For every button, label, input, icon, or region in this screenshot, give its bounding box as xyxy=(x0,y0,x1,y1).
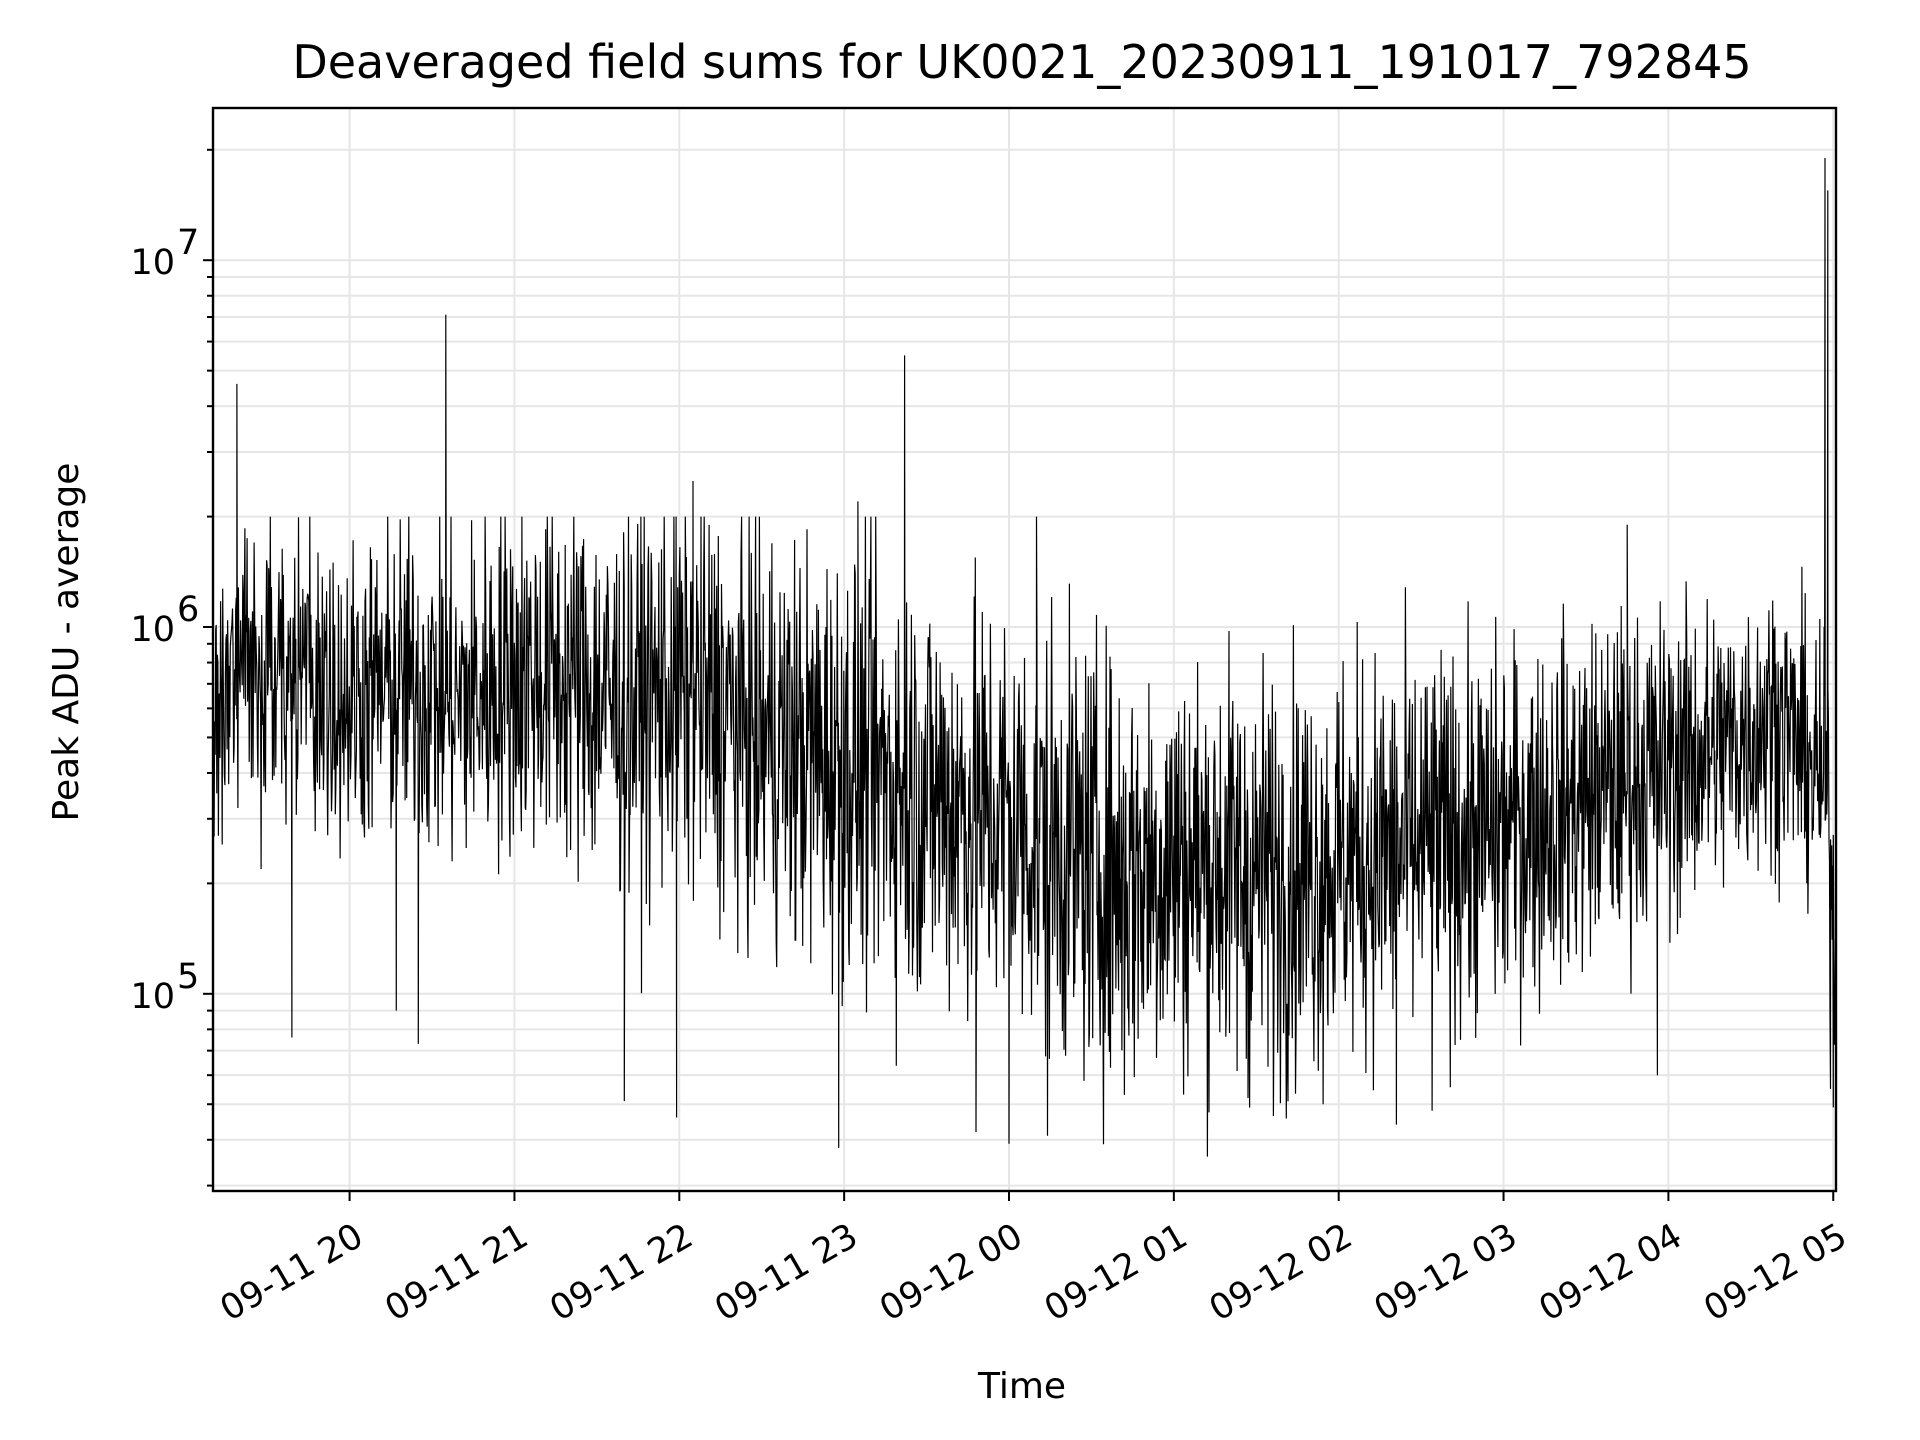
y-tick-exponent: 6 xyxy=(177,590,199,630)
series-line xyxy=(213,157,1836,1157)
y-tick-label: 10 xyxy=(130,610,175,650)
plot-frame xyxy=(211,106,1838,1193)
series-path xyxy=(213,157,1836,1157)
chart-title: Deaveraged field sums for UK0021_2023091… xyxy=(292,35,1751,89)
y-axis-label: Peak ADU - average xyxy=(46,463,87,822)
y-tick-label: 10 xyxy=(130,243,175,283)
y-tick-label: 10 xyxy=(130,977,175,1017)
x-axis-label: Time xyxy=(977,1366,1066,1407)
y-tick-exponent: 7 xyxy=(177,223,199,263)
y-tick-exponent: 5 xyxy=(177,957,199,997)
